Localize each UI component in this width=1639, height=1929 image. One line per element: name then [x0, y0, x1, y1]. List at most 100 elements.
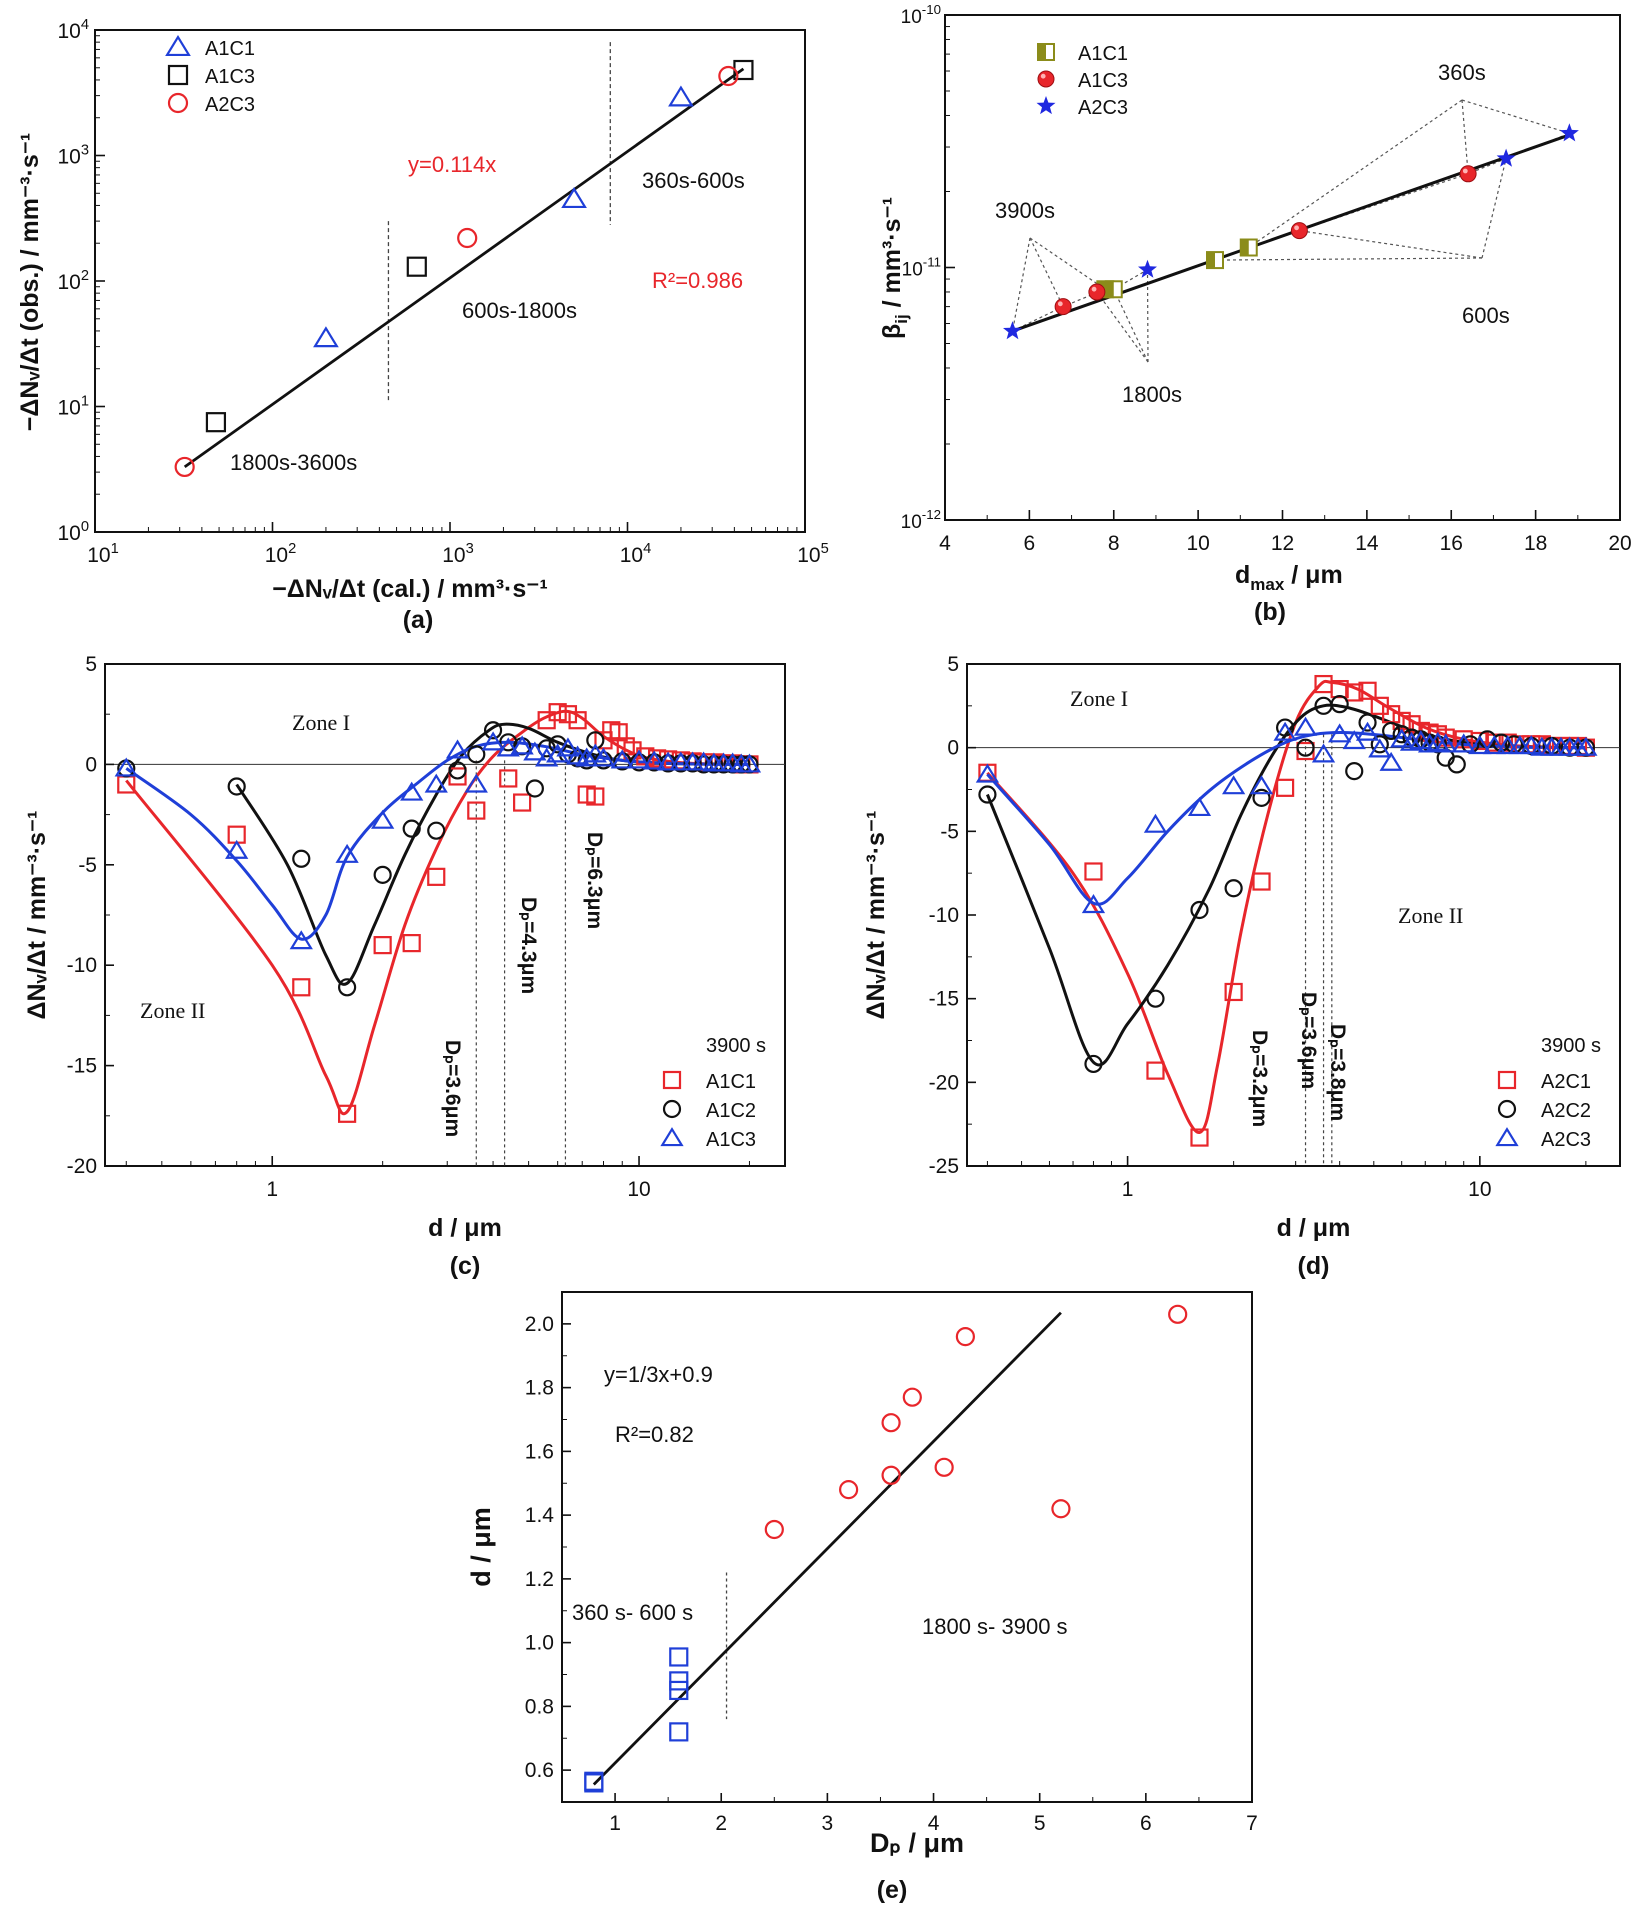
- marker-shape: [902, 1387, 922, 1407]
- fit-line: [1012, 133, 1570, 333]
- data-point: [1290, 222, 1308, 240]
- data-point: [448, 761, 467, 780]
- data-point: [881, 1413, 901, 1433]
- data-point: [568, 711, 587, 730]
- fit-line: [592, 1311, 1062, 1786]
- marker-shape: [1497, 1070, 1517, 1090]
- fit-curve: [986, 679, 1586, 1134]
- group-outline: [1096, 269, 1148, 293]
- data-point: [467, 801, 486, 820]
- marker-shape: [668, 85, 694, 107]
- x-axis-label: Dₚ / μm: [870, 1828, 964, 1858]
- data-point: [1276, 778, 1295, 797]
- y-tick-label: 102: [57, 268, 89, 294]
- marker-shape: [1276, 718, 1295, 737]
- y-axis-label: d / μm: [466, 1507, 496, 1587]
- marker-shape: [1146, 989, 1165, 1008]
- data-point: [1417, 733, 1442, 753]
- marker-shape: [523, 741, 547, 761]
- dp-label: Dₚ=3.8μm: [1326, 1024, 1349, 1121]
- data-point: [1296, 738, 1315, 757]
- legend-marker: [1497, 1099, 1517, 1119]
- marker-shape: [1224, 879, 1243, 898]
- zone-label: Zone II: [1398, 903, 1463, 928]
- y-tick-label: 1.8: [525, 1377, 554, 1400]
- annotation: 1800 s- 3900 s: [922, 1614, 1068, 1639]
- data-point: [424, 773, 448, 793]
- y-tick-label: 5: [85, 653, 97, 676]
- annotation: 360 s- 600 s: [572, 1600, 693, 1625]
- fit-curve: [986, 731, 1586, 906]
- marker-shape: [1452, 733, 1476, 753]
- marker-shape: [513, 793, 532, 812]
- data-point: [1190, 1128, 1209, 1147]
- data-point: [1206, 251, 1224, 270]
- legend-label: A1C1: [205, 38, 255, 60]
- marker-shape: [662, 1070, 682, 1090]
- data-point: [448, 767, 467, 786]
- y-tick-label: -10: [67, 954, 97, 977]
- marker-shape: [591, 747, 616, 767]
- data-point: [371, 809, 395, 829]
- data-point: [402, 819, 421, 838]
- marker-shape: [467, 745, 486, 764]
- zone-label: Zone I: [292, 710, 350, 735]
- data-point: [1452, 733, 1476, 753]
- legend-marker: [1037, 70, 1055, 88]
- marker-shape: [1084, 862, 1103, 881]
- data-point: [669, 1647, 689, 1667]
- marker-shape: [575, 747, 599, 767]
- marker-shape: [227, 777, 246, 796]
- data-point: [1492, 733, 1511, 752]
- marker-shape: [114, 757, 138, 777]
- y-tick-label: -20: [67, 1155, 97, 1178]
- fit-equation: y=0.114x: [408, 152, 496, 177]
- group-connector: [1011, 237, 1031, 332]
- panel-label: (e): [877, 1876, 908, 1904]
- marker-shape: [1293, 716, 1318, 736]
- x-axis-label: dmax / μm: [1235, 561, 1343, 594]
- marker-shape: [1294, 225, 1299, 231]
- marker-shape: [448, 767, 467, 786]
- data-point: [1532, 735, 1551, 754]
- y-tick-label: 0.6: [525, 1759, 554, 1782]
- marker-shape: [499, 769, 518, 788]
- marker-shape: [402, 819, 421, 838]
- legend-marker: [1037, 43, 1055, 61]
- data-point: [313, 326, 339, 348]
- marker-shape: [1146, 1061, 1165, 1080]
- marker-shape: [586, 731, 605, 750]
- marker-shape: [1091, 286, 1097, 292]
- annotation: 1800s-3600s: [230, 450, 357, 475]
- data-point: [1345, 683, 1364, 702]
- marker-shape: [584, 1771, 604, 1791]
- legend-marker: [167, 92, 189, 114]
- marker-shape: [1508, 735, 1532, 755]
- data-point: [591, 747, 616, 767]
- marker-shape: [165, 34, 191, 57]
- group-label: 600s: [1462, 303, 1510, 328]
- marker-shape: [117, 775, 136, 794]
- x-tick-label: 1: [1122, 1178, 1134, 1201]
- marker-shape: [656, 751, 680, 771]
- data-point: [1168, 1304, 1188, 1324]
- panel-label: (d): [1298, 1252, 1330, 1280]
- y-tick-label: 0: [85, 753, 97, 776]
- group-connector: [1096, 291, 1149, 363]
- marker-shape: [424, 773, 448, 793]
- x-tick-label: 12: [1271, 532, 1294, 555]
- group-connector: [1029, 237, 1064, 307]
- data-point: [464, 773, 488, 793]
- panel-label: (a): [403, 606, 434, 634]
- legend-label: A1C2: [706, 1100, 756, 1122]
- marker-shape: [955, 1327, 975, 1347]
- data-point: [496, 737, 520, 757]
- marker-shape: [556, 737, 580, 757]
- legend-marker: [1497, 1070, 1517, 1090]
- group-label: 3900s: [995, 198, 1055, 223]
- marker-shape: [174, 456, 195, 478]
- y-tick-label: -5: [940, 820, 959, 843]
- data-point: [225, 839, 249, 859]
- marker-shape: [669, 751, 693, 771]
- marker-shape: [1084, 1054, 1103, 1074]
